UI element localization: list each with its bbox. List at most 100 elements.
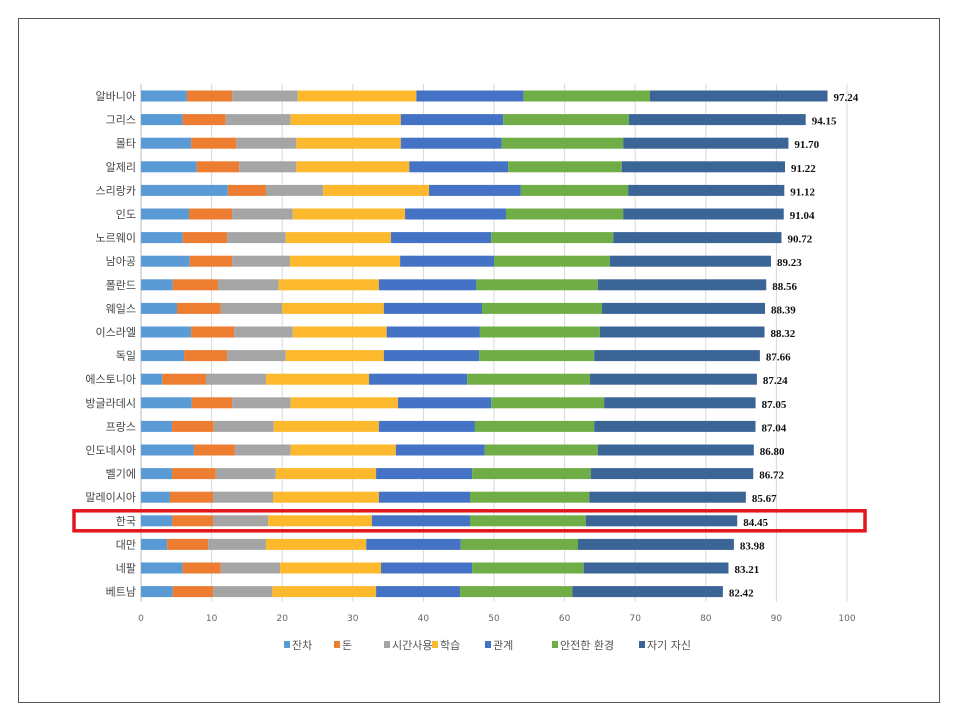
bar-segment bbox=[292, 326, 387, 338]
bar-segment bbox=[265, 373, 370, 385]
bar-segment bbox=[193, 444, 235, 456]
bar-segment bbox=[383, 350, 480, 362]
total-label: 84.45 bbox=[743, 517, 768, 529]
bar-segment bbox=[520, 184, 629, 196]
bar-segment bbox=[506, 208, 624, 220]
total-label: 82.42 bbox=[729, 588, 754, 600]
bar-segment bbox=[416, 90, 524, 102]
bar-segment bbox=[182, 562, 221, 574]
total-label: 89.23 bbox=[777, 257, 802, 269]
bar-segment bbox=[381, 562, 473, 574]
bar-segment bbox=[172, 515, 214, 527]
bar-segment bbox=[182, 232, 228, 244]
bar-segment bbox=[141, 350, 185, 362]
bar-segment bbox=[227, 232, 286, 244]
legend-swatch bbox=[639, 641, 645, 648]
x-tick-label: 10 bbox=[206, 614, 218, 624]
legend-swatch bbox=[552, 641, 558, 648]
category-label: 네팔 bbox=[116, 562, 136, 575]
bar-segment bbox=[189, 208, 233, 220]
bar-segment bbox=[275, 468, 377, 480]
bar-segment bbox=[383, 302, 482, 314]
category-label: 벨기에 bbox=[106, 468, 136, 481]
bar-segment bbox=[409, 161, 509, 173]
bar-segment bbox=[469, 491, 590, 503]
bar-segment bbox=[628, 114, 806, 126]
category-label: 한국 bbox=[116, 515, 136, 528]
bar-segment bbox=[172, 420, 214, 432]
category-label: 방글라데시 bbox=[85, 397, 136, 410]
bar-segment bbox=[460, 586, 573, 598]
bar-segment bbox=[141, 326, 192, 338]
bar-segment bbox=[273, 491, 379, 503]
category-label: 에스토니아 bbox=[85, 373, 136, 386]
bar-segment bbox=[376, 586, 461, 598]
bar-segment bbox=[189, 255, 233, 267]
bar-segment bbox=[215, 468, 276, 480]
bar-segment bbox=[141, 114, 183, 126]
bar-segment bbox=[467, 373, 591, 385]
bar-segment bbox=[405, 208, 507, 220]
bar-segment bbox=[232, 397, 291, 409]
bar-segment bbox=[191, 137, 237, 149]
bar-segment bbox=[650, 90, 828, 102]
bar-segment bbox=[589, 491, 746, 503]
highlight-box bbox=[72, 509, 867, 533]
bar-segment bbox=[162, 373, 206, 385]
bar-segment bbox=[472, 468, 591, 480]
category-label: 알제리 bbox=[106, 160, 136, 174]
category-label: 노르웨이 bbox=[96, 232, 136, 245]
bar-segment bbox=[234, 444, 291, 456]
total-label: 91.22 bbox=[791, 163, 816, 175]
legend-label: 잔차 bbox=[292, 639, 312, 652]
bar-segment bbox=[141, 90, 187, 102]
bar-segment bbox=[460, 538, 579, 550]
bar-segment bbox=[186, 90, 233, 102]
bar-segment bbox=[220, 302, 283, 314]
bar-segment bbox=[371, 515, 470, 527]
bar-segment bbox=[623, 208, 784, 220]
bar-segment bbox=[191, 326, 235, 338]
total-label: 85.67 bbox=[752, 493, 777, 505]
legend-label: 돈 bbox=[342, 639, 352, 652]
bar-segment bbox=[494, 255, 610, 267]
bar-segment bbox=[472, 562, 584, 574]
bar-segment bbox=[280, 562, 382, 574]
total-label: 90.72 bbox=[787, 234, 812, 246]
bar-segment bbox=[141, 397, 192, 409]
bar-segment bbox=[590, 373, 757, 385]
bar-segment bbox=[141, 586, 173, 598]
legend-swatch bbox=[384, 641, 390, 648]
total-label: 88.32 bbox=[771, 328, 796, 340]
bar-segment bbox=[599, 326, 765, 338]
legend-label: 시간사용 bbox=[392, 639, 432, 652]
bar-segment bbox=[225, 114, 291, 126]
bar-segment bbox=[272, 586, 377, 598]
legend-swatch bbox=[334, 641, 340, 648]
bar-segment bbox=[227, 184, 266, 196]
bar-segment bbox=[376, 468, 473, 480]
bar-segment bbox=[167, 538, 209, 550]
bar-segment bbox=[597, 279, 767, 291]
x-tick-label: 60 bbox=[559, 614, 571, 624]
bar-segment bbox=[484, 444, 598, 456]
bar-segment bbox=[578, 538, 734, 550]
bar-segment bbox=[213, 515, 269, 527]
total-label: 83.98 bbox=[740, 540, 765, 552]
category-label: 말레이시아 bbox=[85, 491, 136, 504]
x-tick-label: 90 bbox=[771, 614, 783, 624]
category-label: 인도네시아 bbox=[85, 444, 136, 457]
x-tick-label: 40 bbox=[418, 614, 430, 624]
bar-segment bbox=[378, 279, 477, 291]
category-label: 이스라엘 bbox=[96, 326, 136, 339]
bar-segment bbox=[217, 279, 279, 291]
total-label: 86.72 bbox=[759, 470, 784, 482]
bar-segment bbox=[239, 161, 297, 173]
category-label: 프랑스 bbox=[106, 420, 136, 433]
bar-segment bbox=[232, 90, 298, 102]
bar-segment bbox=[585, 515, 738, 527]
bar-segment bbox=[395, 444, 485, 456]
bar-segment bbox=[236, 137, 297, 149]
bar-segment bbox=[141, 137, 192, 149]
